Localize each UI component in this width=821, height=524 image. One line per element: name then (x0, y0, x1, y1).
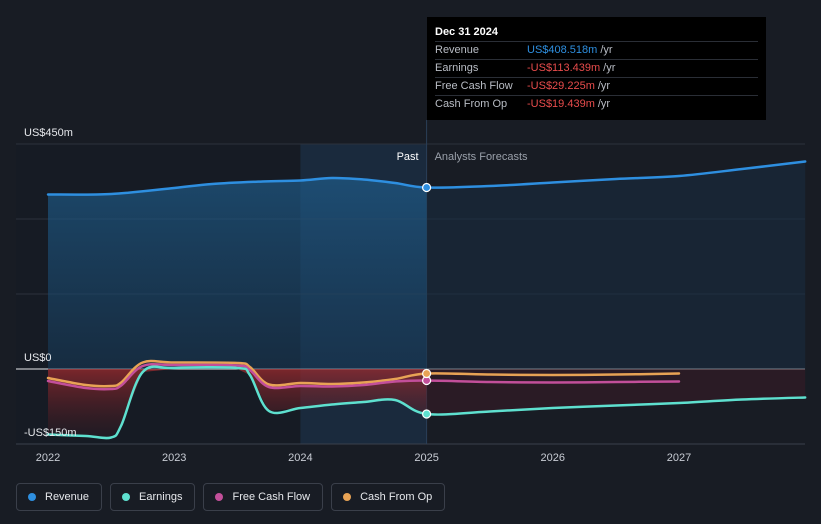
tooltip-row-unit: /yr (597, 80, 611, 92)
legend-dot-icon (343, 493, 352, 501)
legend-label: Cash From Op (360, 491, 433, 503)
revenue-forecast-fill (426, 161, 806, 369)
x-tick-label: 2025 (414, 452, 438, 464)
tooltip-row-label: Earnings (435, 62, 479, 74)
legend-dot-icon (122, 493, 131, 501)
tooltip-row-unit: /yr (600, 44, 613, 56)
data-tooltip: Dec 31 2024 Revenue US$408.518m/yr Earning… (427, 17, 766, 120)
tooltip-row-value: -US$29.225m (527, 80, 595, 92)
tooltip-row-label: Free Cash Flow (435, 80, 513, 92)
series-line-free-cash-flow (46, 362, 681, 391)
series-line-cash-from-op (46, 359, 681, 388)
legend-item-revenue[interactable]: Revenue (16, 483, 103, 511)
tooltip-row-value: -US$113.439m (527, 62, 601, 74)
tooltip-row-unit: /yr (597, 98, 611, 110)
forecast-label: Analysts Forecasts (435, 151, 528, 163)
marker-cash-from-op (422, 368, 432, 379)
tooltip-row: Earnings -US$113.439m/yr (435, 59, 758, 77)
tooltip-row-value: -US$19.439m (527, 98, 595, 110)
x-tick-label: 2024 (288, 452, 312, 464)
tooltip-date: Dec 31 2024 (435, 26, 498, 38)
legend-label: Free Cash Flow (232, 491, 311, 503)
legend-item-free-cash-flow[interactable]: Free Cash Flow (203, 483, 324, 511)
y-axis-label-zero: US$0 (24, 352, 52, 364)
series-line-revenue (46, 160, 807, 196)
legend-dot-icon (215, 493, 224, 501)
tooltip-row-value: US$408.518m (527, 44, 598, 56)
legend-label: Revenue (45, 491, 90, 503)
x-tick-label: 2026 (541, 452, 565, 464)
series-line-earnings (46, 365, 807, 440)
tooltip-row: Free Cash Flow -US$29.225m/yr (435, 77, 758, 95)
tooltip-row-label: Cash From Op (435, 98, 508, 110)
revenue-area-fill (48, 177, 427, 369)
legend-item-cash-from-op[interactable]: Cash From Op (331, 483, 446, 511)
x-tick-label: 2027 (667, 452, 691, 464)
x-tick-label: 2023 (162, 452, 186, 464)
marker-revenue (422, 182, 432, 193)
marker-earnings (422, 409, 432, 419)
tooltip-row-unit: /yr (603, 62, 616, 74)
legend-label: Earnings (139, 491, 183, 503)
legend-dot-icon (28, 493, 36, 501)
chart-legend: Revenue Earnings Free Cash Flow Cash From O… (16, 483, 446, 511)
tooltip-row-label: Revenue (435, 44, 480, 56)
y-axis-label-bottom: -US$150m (24, 427, 77, 439)
past-label: Past (397, 151, 419, 163)
tooltip-row: Revenue US$408.518m/yr (435, 41, 758, 59)
x-tick-label: 2022 (36, 452, 60, 464)
tooltip-row: Cash From Op -US$19.439m/yr (435, 95, 758, 113)
negative-forecast-fill (426, 369, 806, 414)
y-axis-label-top: US$450m (24, 127, 73, 139)
legend-item-earnings[interactable]: Earnings (110, 483, 196, 511)
